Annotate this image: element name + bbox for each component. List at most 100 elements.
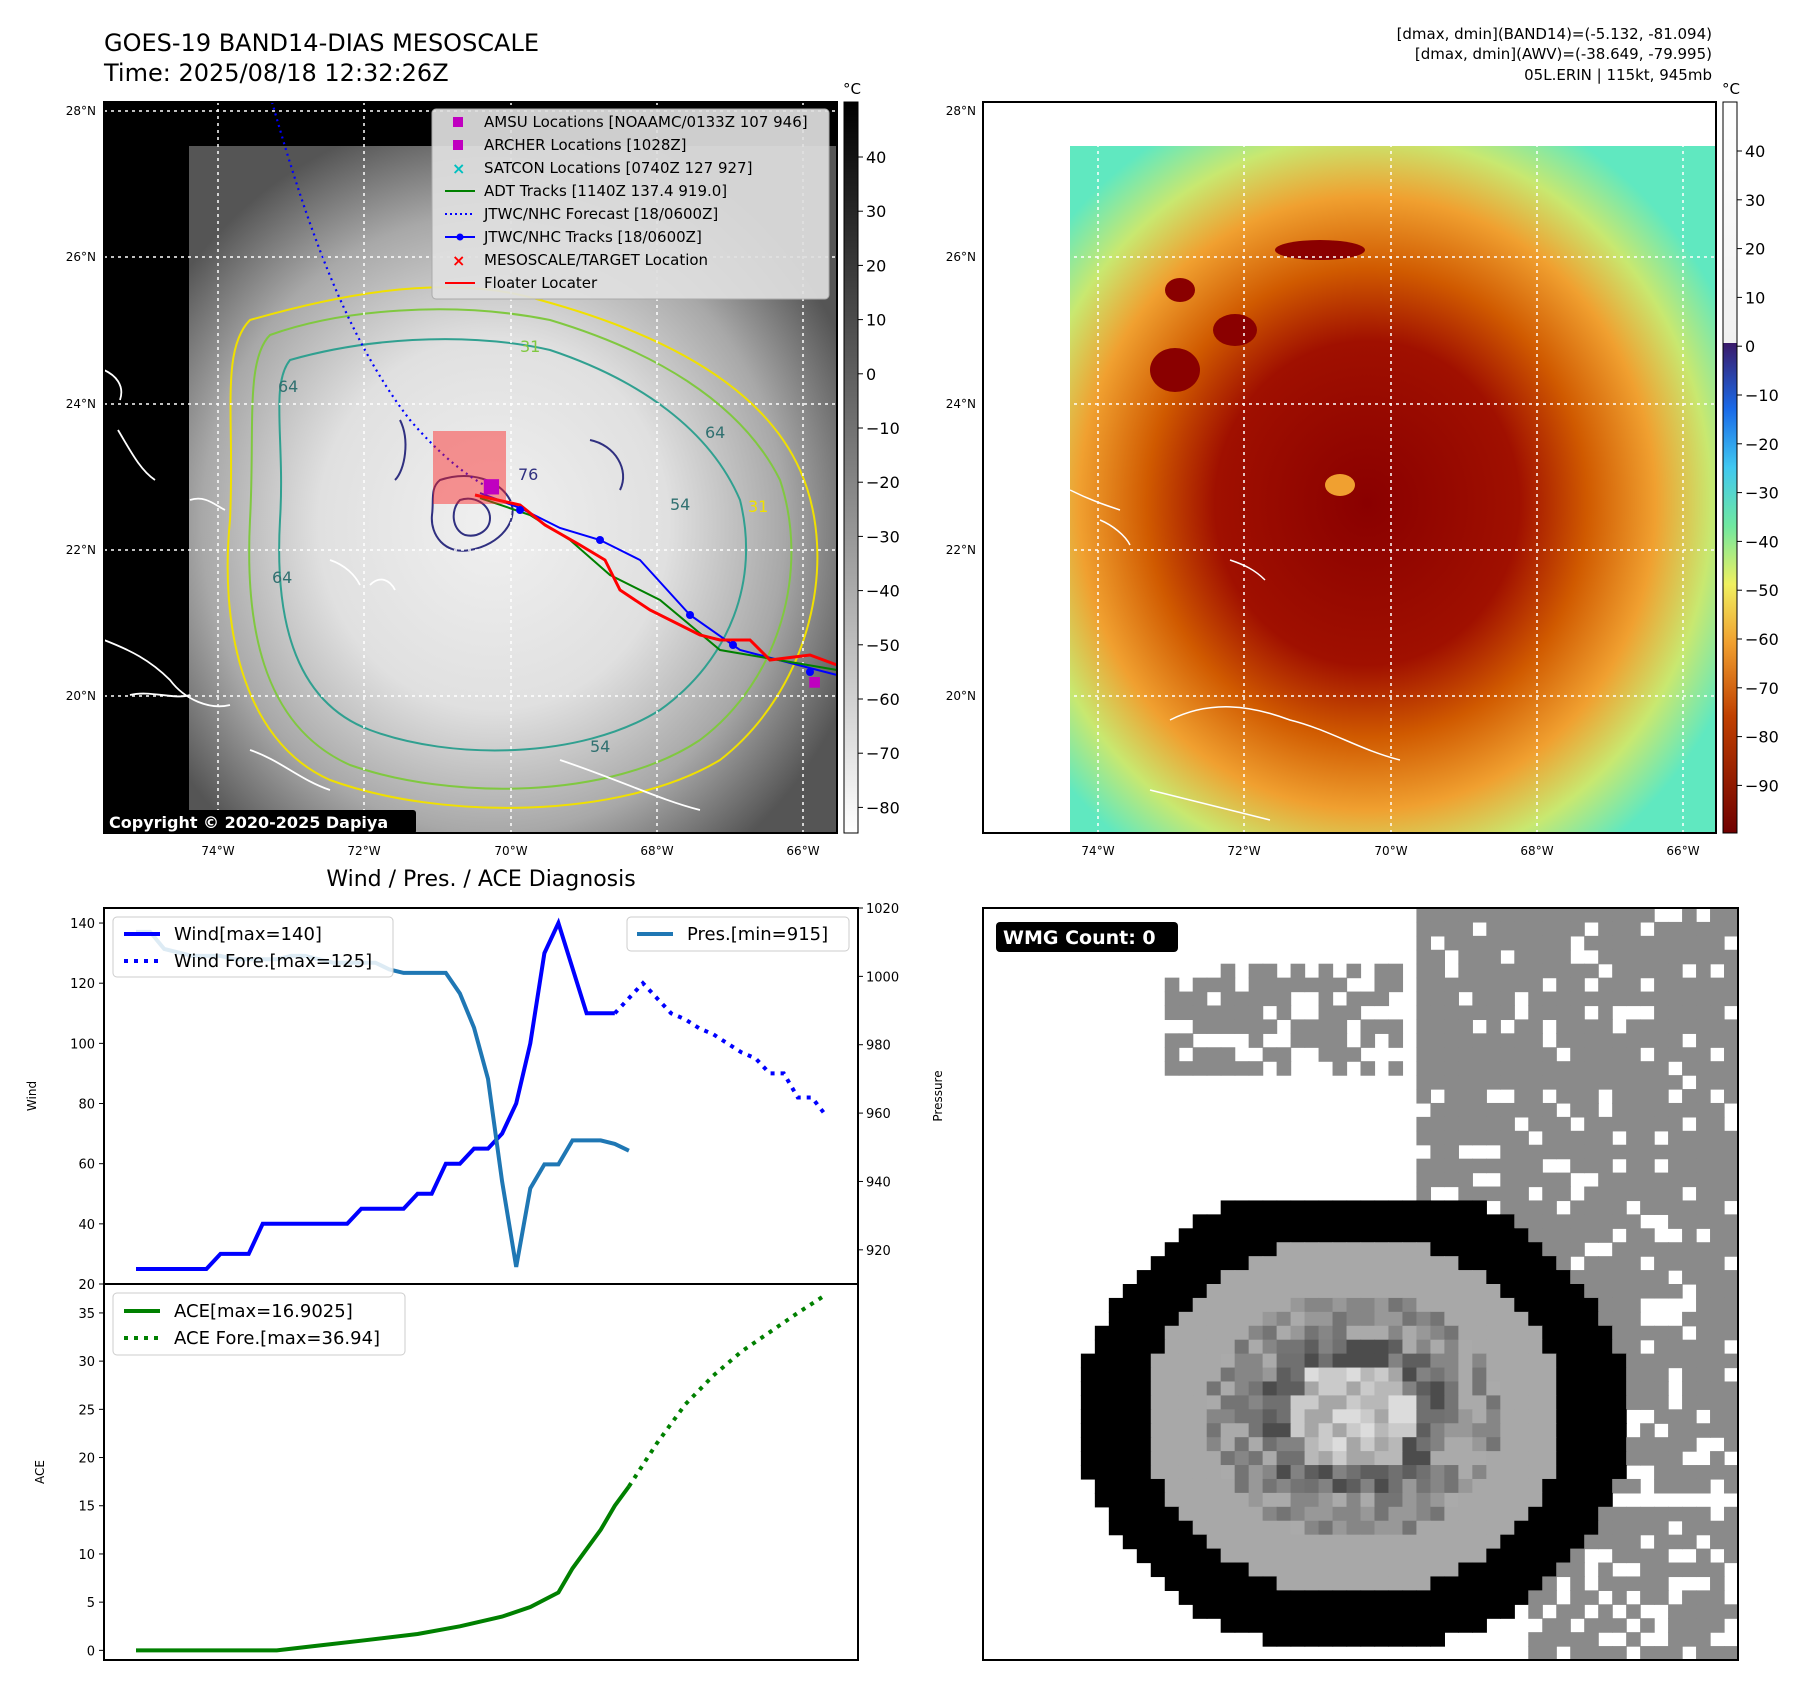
ir-color-image — [1070, 146, 1716, 833]
lon-tick: 72°W — [1227, 844, 1260, 858]
colorbar-tick: −30 — [866, 527, 900, 546]
lon-tick: 70°W — [1374, 844, 1407, 858]
lon-tick: 66°W — [1666, 844, 1699, 858]
y-tick: 35 — [78, 1307, 95, 1322]
colorbar-unit: °C — [1722, 80, 1740, 98]
contour-label: 64 — [705, 423, 725, 442]
colorbar-tick: −20 — [1745, 435, 1779, 454]
wmg-panel: WMG Count: 0 — [982, 907, 1739, 1661]
lat-tick: 28°N — [946, 104, 976, 118]
lat-tick: 22°N — [946, 543, 976, 557]
y-tick: 30 — [78, 1355, 95, 1370]
colorbar-tick: 10 — [1745, 288, 1765, 307]
y2-tick: 980 — [866, 1039, 891, 1054]
legend-entry: JTWC/NHC Tracks [18/0600Z] — [483, 228, 702, 246]
legend-entry: ACE[max=16.9025] — [174, 1301, 353, 1322]
lat-tick: 26°N — [946, 250, 976, 264]
legend-entry: AMSU Locations [NOAAMC/0133Z 107 946] — [484, 113, 808, 131]
mesoscale-target-box — [433, 431, 506, 504]
colorbar-tick: 20 — [866, 256, 886, 275]
colorbar-tick: −80 — [866, 798, 900, 817]
y-tick: 140 — [70, 917, 95, 932]
lon-tick: 66°W — [786, 844, 819, 858]
series-line-1 — [136, 917, 615, 1271]
colorbar-tick: −10 — [866, 419, 900, 438]
legend-entry: Wind Fore.[max=125] — [174, 951, 372, 972]
lat-tick: 26°N — [66, 250, 96, 264]
colorbar-tick: −40 — [866, 582, 900, 601]
colorbar-tick: 0 — [1745, 337, 1755, 356]
y-tick: 0 — [87, 1644, 95, 1659]
floater-track — [474, 493, 838, 667]
colorbar-tick: −10 — [1745, 386, 1779, 405]
ace-panel: 0 5 10 15 20 25 30 35 ACE ACE[max=16.9025] ACE For… — [33, 1283, 859, 1661]
y-tick: 20 — [78, 1278, 95, 1293]
lon-tick: 68°W — [1520, 844, 1553, 858]
forecast-track — [270, 101, 501, 495]
legend-entry: JTWC/NHC Forecast [18/0600Z] — [483, 205, 718, 223]
lat-tick: 28°N — [66, 104, 96, 118]
colorbar-tick: 40 — [1745, 142, 1765, 161]
color-colorbar: °C 40 30 20 10 0 −10 −20 −30 −40 −50 −60 −70 −80 −90 — [1722, 80, 1779, 834]
contour-label: 64 — [272, 568, 292, 587]
lat-tick: 22°N — [66, 543, 96, 557]
lon-tick: 70°W — [494, 844, 527, 858]
y-tick: 80 — [78, 1098, 95, 1113]
contour-label: 54 — [590, 737, 610, 756]
y-tick: 25 — [78, 1403, 95, 1418]
colorbar-tick: −20 — [866, 473, 900, 492]
y-tick: 60 — [78, 1158, 95, 1173]
colorbar-tick: −40 — [1745, 532, 1779, 551]
colorbar-tick: −90 — [1745, 776, 1779, 795]
legend-marker: × — [452, 251, 465, 270]
legend-marker — [453, 117, 463, 127]
legend-entry: ADT Tracks [1140Z 137.4 919.0] — [484, 182, 727, 200]
y-tick: 100 — [70, 1037, 95, 1052]
lat-tick: 20°N — [946, 689, 976, 703]
y-tick: 40 — [78, 1218, 95, 1233]
contour-label: 76 — [518, 465, 538, 484]
y-tick: 120 — [70, 977, 95, 992]
y2-tick: 1000 — [866, 970, 899, 985]
colorbar-tick: −50 — [1745, 581, 1779, 600]
contour-label: 64 — [278, 377, 298, 396]
y-tick: 5 — [87, 1596, 95, 1611]
lon-tick: 72°W — [347, 844, 380, 858]
legend-marker — [453, 140, 463, 150]
adt-track — [479, 497, 838, 671]
legend-entry: MESOSCALE/TARGET Location — [484, 251, 708, 269]
contour-label: 31 — [520, 337, 540, 356]
lat-tick: 20°N — [66, 689, 96, 703]
colorbar-unit: °C — [843, 80, 861, 98]
colorbar-tick: −60 — [1745, 630, 1779, 649]
y-tick: 10 — [78, 1548, 95, 1563]
map-legend: AMSU Locations [NOAAMC/0133Z 107 946] ARC… — [431, 108, 830, 300]
colorbar-tick: 0 — [866, 365, 876, 384]
colorbar-tick: −30 — [1745, 484, 1779, 503]
legend-entry: Pres.[min=915] — [687, 924, 828, 945]
colorbar-tick: −70 — [1745, 679, 1779, 698]
y-tick: 20 — [78, 1452, 95, 1467]
lon-tick: 68°W — [640, 844, 673, 858]
colorbar-tick: −80 — [1745, 728, 1779, 747]
series-line-2 — [613, 980, 828, 1117]
ir-color-map: 28°N 26°N 24°N 22°N 20°N 74°W 72°W 70°W … — [946, 101, 1717, 858]
lat-tick: 24°N — [946, 397, 976, 411]
stats-band14: [dmax, dmin](BAND14)=(-5.132, -81.094) — [1397, 25, 1712, 43]
lon-tick: 74°W — [1081, 844, 1114, 858]
gray-colorbar: °C 40 30 20 10 0 −10 −20 −30 −40 −50 −60 −70 −80 — [843, 80, 900, 834]
copyright-text: Copyright © 2020-2025 Dapiya — [109, 813, 388, 832]
wind-pressure-panel: 20 40 60 80 100 120 140 920 940 960 980 1000 1020 Win… — [25, 902, 945, 1293]
colorbar-tick: 30 — [866, 202, 886, 221]
colorbar-tick: −50 — [866, 636, 900, 655]
wmg-badge: WMG Count: 0 — [1003, 927, 1156, 949]
y2-tick: 1020 — [866, 902, 899, 917]
legend-marker: × — [452, 159, 465, 178]
legend-entry: ACE Fore.[max=36.94] — [174, 1328, 380, 1349]
y-tick: 15 — [78, 1500, 95, 1515]
amsu-marker: ■ — [808, 674, 821, 690]
legend-entry: Wind[max=140] — [174, 924, 322, 945]
y2-tick: 920 — [866, 1244, 891, 1259]
diagnosis-title: Wind / Pres. / ACE Diagnosis — [326, 867, 635, 892]
